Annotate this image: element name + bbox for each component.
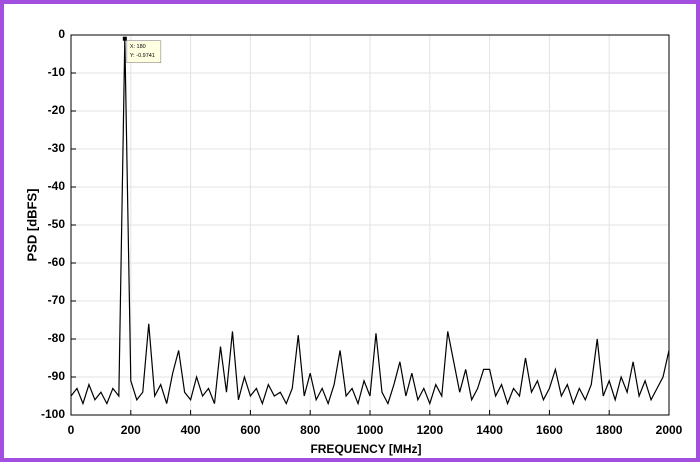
x-tick-label: 1800 — [596, 423, 623, 437]
datatip-box — [126, 40, 162, 64]
y-tick-label: -70 — [48, 293, 66, 307]
y-tick-label: -10 — [48, 65, 66, 79]
y-tick-label: -30 — [48, 141, 66, 155]
y-tick-label: -20 — [48, 103, 66, 117]
x-tick-label: 400 — [181, 423, 201, 437]
x-tick-label: 1600 — [536, 423, 563, 437]
y-tick-label: 0 — [58, 27, 65, 41]
y-tick-label: -100 — [41, 407, 65, 421]
x-tick-label: 1200 — [416, 423, 443, 437]
datatip-marker — [122, 36, 127, 41]
x-tick-label: 2000 — [656, 423, 683, 437]
y-tick-label: -60 — [48, 255, 66, 269]
datatip-x: X: 180 — [130, 44, 146, 50]
datatip-y: Y: -0.9741 — [130, 53, 155, 59]
y-tick-label: -90 — [48, 369, 66, 383]
x-tick-label: 1400 — [476, 423, 503, 437]
y-tick-label: -80 — [48, 331, 66, 345]
axes-box — [70, 34, 670, 416]
x-axis-label: FREQUENCY [MHz] — [310, 442, 421, 456]
y-axis-label: PSD [dBFS] — [24, 189, 39, 262]
x-tick-label: 0 — [68, 423, 75, 437]
y-tick-label: -40 — [48, 179, 66, 193]
y-tick-label: -50 — [48, 217, 66, 231]
x-tick-label: 800 — [300, 423, 320, 437]
spectrum-line — [70, 38, 670, 406]
x-tick-label: 600 — [240, 423, 260, 437]
x-tick-label: 1000 — [357, 423, 384, 437]
x-tick-label: 200 — [121, 423, 141, 437]
